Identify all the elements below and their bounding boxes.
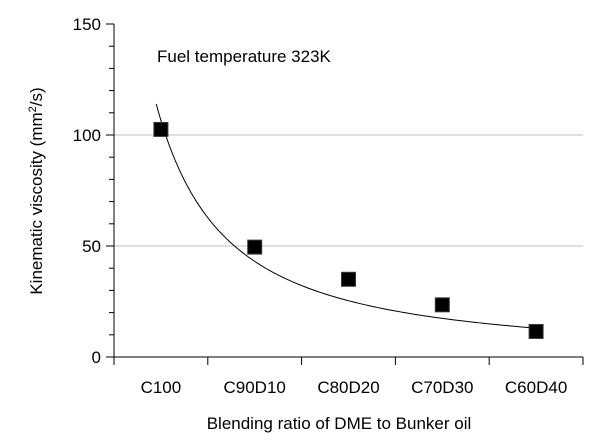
y-tick-label-100: 100 [73,126,101,145]
trendline-group [155,103,537,329]
data-point-c80d20 [341,271,356,287]
y-axis-title: Kinematic viscosity (mm2/s) [27,87,46,294]
x-tick-label-c100: C100 [141,378,182,397]
x-tick-label-c80d20: C80D20 [317,378,379,397]
grid-lines [114,134,583,247]
y-axis-title-superscript: 2 [27,106,39,112]
x-tick-label-c90d10: C90D10 [224,378,286,397]
y-tick-label-0: 0 [92,348,101,367]
x-tick-label-c70d30: C70D30 [411,378,473,397]
x-axis-title: Blending ratio of DME to Bunker oil [207,414,472,433]
data-point-c100 [153,121,169,137]
y-axis-title-main: Kinematic viscosity (mm [27,112,46,294]
y-tick-labels: 0 50 100 150 [73,15,101,367]
data-point-c90d10 [247,239,263,255]
data-point-c60d40 [528,323,544,339]
chart-annotation: Fuel temperature 323K [157,47,332,66]
x-tick-labels: C100 C90D10 C80D20 C70D30 C60D40 [141,378,568,397]
y-axis-title-tail: /s) [27,87,46,106]
axes [106,23,584,365]
data-points [153,121,544,339]
trendline [155,103,537,329]
y-tick-label-150: 150 [73,15,101,34]
x-tick-label-c60d40: C60D40 [505,378,567,397]
data-point-c70d30 [434,297,450,313]
y-tick-label-50: 50 [82,237,101,256]
